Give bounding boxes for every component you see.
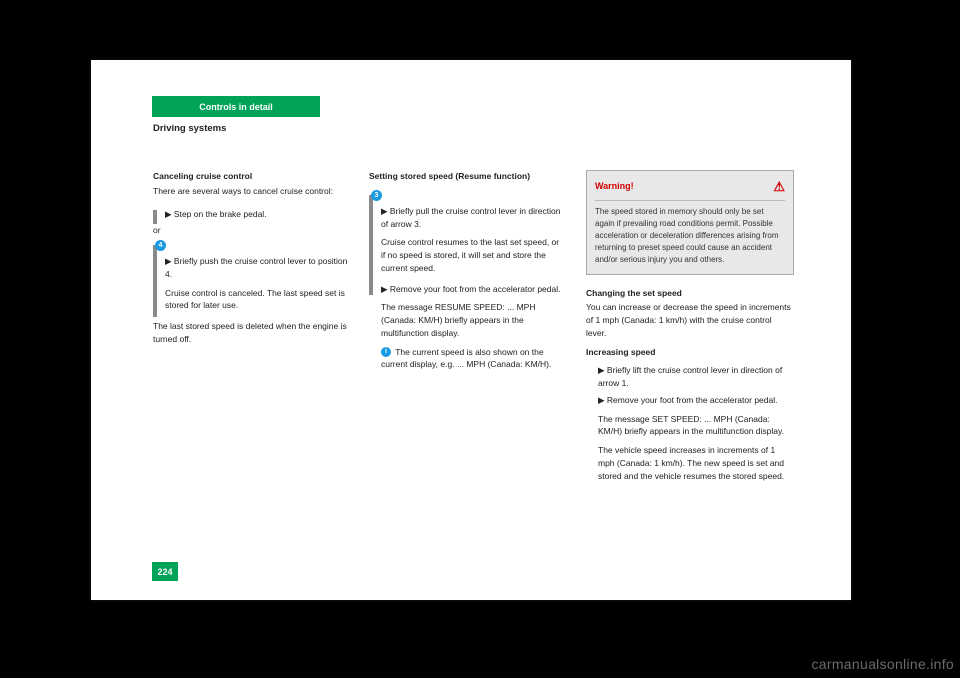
action-lever-3: 3 ▶ Briefly pull the cruise control leve… — [369, 197, 564, 275]
action-brake: ▶ Step on the brake pedal. — [153, 208, 348, 221]
warning-label: Warning! — [595, 180, 634, 194]
action-text: Briefly push the cruise control lever to… — [165, 256, 347, 279]
set-msg: The message SET SPEED: ... MPH (Canada: … — [598, 413, 794, 439]
action-text: Briefly pull the cruise control lever in… — [381, 206, 560, 229]
action-result: Cruise control resumes to the last set s… — [381, 236, 564, 274]
watermark: carmanualsonline.info — [812, 656, 955, 672]
arrow-icon: ▶ — [381, 206, 388, 216]
manual-page: Controls in detail Driving systems Cance… — [91, 60, 851, 600]
right-para-1: You can increase or decrease the speed i… — [586, 301, 794, 339]
section-title: Driving systems — [153, 123, 226, 134]
action-lever-4: 4 ▶ Briefly push the cruise control leve… — [153, 247, 348, 312]
incr-text: The vehicle speed increases in increment… — [598, 444, 794, 482]
action-text: Remove your foot from the accelerator pe… — [390, 284, 561, 294]
arrow-icon: ▶ — [598, 365, 605, 375]
page-number: 224 — [157, 567, 172, 577]
header-tab: Controls in detail — [152, 96, 320, 117]
action-text: Remove your foot from the accelerator pe… — [607, 395, 778, 405]
right-column: Warning! ⚠ The speed stored in memory sh… — [586, 170, 794, 486]
or-text: or — [153, 224, 348, 237]
action-remove-foot: ▶ Remove your foot from the accelerator … — [369, 283, 564, 372]
arrow-icon: ▶ — [381, 284, 388, 294]
page-number-box: 224 — [152, 562, 178, 581]
right-heading: Changing the set speed — [586, 287, 794, 300]
left-heading: Canceling cruise control — [153, 170, 348, 183]
info-text: The current speed is also shown on the c… — [381, 347, 551, 370]
mid-column: Setting stored speed (Resume function) 3… — [369, 170, 564, 375]
action-bar — [153, 210, 157, 224]
warning-box: Warning! ⚠ The speed stored in memory sh… — [586, 170, 794, 275]
resume-msg: The message RESUME SPEED: ... MPH (Canad… — [381, 301, 564, 339]
action-bar — [369, 195, 373, 295]
warning-body: The speed stored in memory should only b… — [595, 206, 785, 266]
action-text: Briefly lift the cruise control lever in… — [598, 365, 782, 388]
mid-heading: Setting stored speed (Resume function) — [369, 170, 564, 183]
header-tab-label: Controls in detail — [199, 102, 273, 112]
action-remove-foot-2: ▶ Remove your foot from the accelerator … — [586, 394, 794, 483]
action-text: Step on the brake pedal. — [174, 209, 267, 219]
arrow-icon: ▶ — [165, 209, 172, 219]
right-subheading-1: Increasing speed — [586, 346, 794, 359]
warning-triangle-icon: ⚠ — [773, 177, 785, 197]
left-para-2: The last stored speed is deleted when th… — [153, 320, 348, 346]
action-increase: ▶ Briefly lift the cruise control lever … — [586, 364, 794, 390]
warning-header: Warning! ⚠ — [595, 177, 785, 201]
left-para-1: There are several ways to cancel cruise … — [153, 185, 348, 198]
info-icon: i — [381, 347, 391, 357]
arrow-icon: ▶ — [598, 395, 605, 405]
action-bar — [153, 245, 157, 317]
left-column: Canceling cruise control There are sever… — [153, 170, 348, 352]
callout-3: 3 — [371, 190, 382, 201]
callout-4: 4 — [155, 240, 166, 251]
arrow-icon: ▶ — [165, 256, 172, 266]
action-result: Cruise control is canceled. The last spe… — [165, 287, 348, 313]
